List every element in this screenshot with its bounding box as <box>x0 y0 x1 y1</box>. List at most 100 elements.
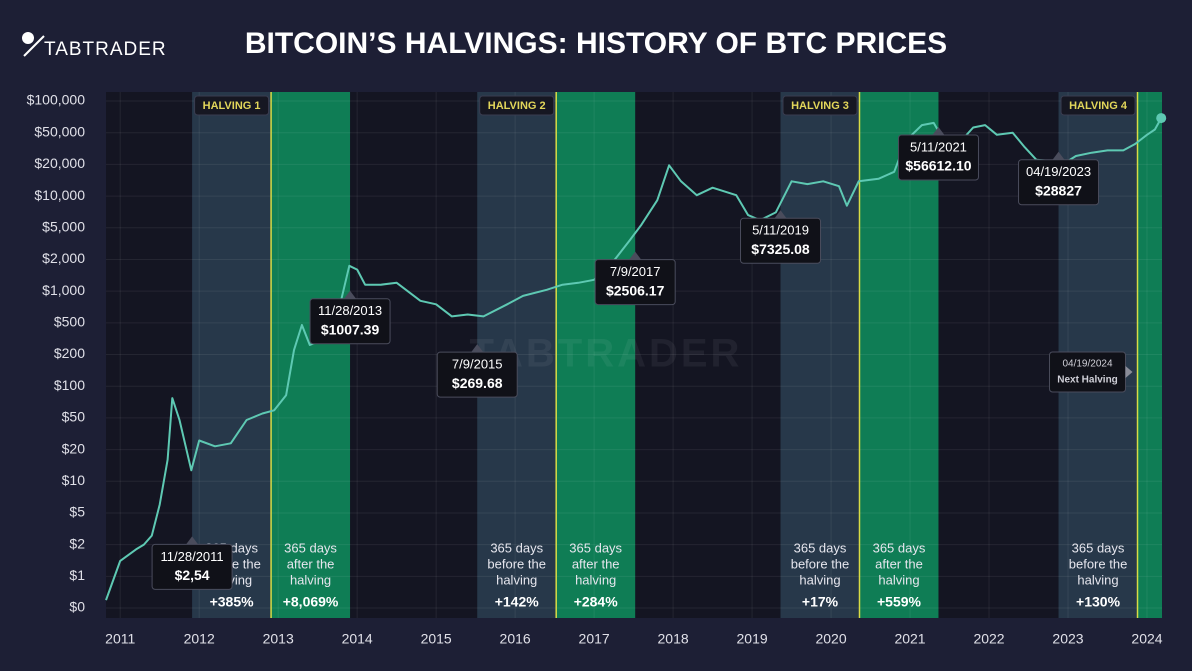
halving-label: HALVING 1 <box>203 100 261 112</box>
callout-box <box>309 298 391 345</box>
halving-label: HALVING 2 <box>488 100 546 112</box>
y-tick-label: $100,000 <box>27 92 86 108</box>
x-tick-label: 2018 <box>658 631 689 647</box>
y-tick-label: $20,000 <box>34 155 85 171</box>
y-tick-label: $10 <box>62 472 86 488</box>
band-change: +130% <box>1076 594 1121 610</box>
callout-pointer <box>629 251 642 260</box>
callout-box <box>740 217 822 264</box>
callout-price: $2506.17 <box>606 282 665 298</box>
halving-label: HALVING 4 <box>1069 100 1128 112</box>
band-note: 365 days <box>873 540 926 555</box>
band-change: +284% <box>574 594 619 610</box>
x-tick-label: 2011 <box>105 631 135 647</box>
band-change: +559% <box>877 594 922 610</box>
logo-text: TABTRADER <box>44 39 167 60</box>
band-note: halving <box>575 572 616 587</box>
band-note: after the <box>287 556 335 571</box>
x-tick-label: 2023 <box>1052 631 1083 647</box>
band-change: +17% <box>802 594 839 610</box>
band-note: 365 days <box>490 540 543 555</box>
callout-pointer <box>1052 151 1065 160</box>
callout-date: 04/19/2023 <box>1026 164 1091 179</box>
chart-title: BITCOIN’S HALVINGS: HISTORY OF BTC PRICE… <box>245 27 947 60</box>
x-tick-label: 2015 <box>421 631 452 647</box>
callout-box <box>594 259 676 306</box>
callout-pointer <box>186 536 199 545</box>
callout-pointer <box>932 127 945 136</box>
callout-date: 11/28/2011 <box>161 549 224 564</box>
band-note: 365 days <box>1072 540 1125 555</box>
x-tick-label: 2012 <box>184 631 215 647</box>
band-note: after the <box>875 556 923 571</box>
band-note: halving <box>878 572 919 587</box>
y-tick-label: $5 <box>69 504 85 520</box>
band-note: before the <box>791 556 850 571</box>
y-tick-label: $2,000 <box>42 250 85 266</box>
halving-badge <box>479 95 555 116</box>
y-tick-label: $500 <box>54 314 85 330</box>
band-note: halving <box>1077 572 1118 587</box>
y-tick-label: $5,000 <box>42 218 85 234</box>
logo: TABTRADER <box>22 32 167 60</box>
x-tick-label: 2021 <box>894 631 925 647</box>
halving-label: HALVING 3 <box>791 100 849 112</box>
callout-date: 7/9/2017 <box>610 264 661 279</box>
band-note: after the <box>572 556 620 571</box>
callout-pointer <box>471 344 484 353</box>
x-tick-label: 2016 <box>500 631 531 647</box>
band-change: +142% <box>495 594 540 610</box>
band-note: 365 days <box>794 540 847 555</box>
price-line <box>105 117 1163 601</box>
y-tick-label: $50 <box>62 409 86 425</box>
x-tick-label: 2022 <box>973 631 1004 647</box>
callout-pointer <box>344 290 357 299</box>
y-tick-label: $10,000 <box>34 187 85 203</box>
next-halving-date: 04/19/2024 <box>1062 359 1112 370</box>
x-tick-label: 2020 <box>815 631 846 647</box>
y-tick-label: $1 <box>69 567 85 583</box>
halving-badge <box>194 95 270 116</box>
y-tick-label: $100 <box>54 377 85 393</box>
x-tick-label: 2017 <box>579 631 610 647</box>
x-tick-label: 2014 <box>342 631 373 647</box>
y-tick-label: $1,000 <box>42 282 85 298</box>
band-change: +385% <box>210 594 255 610</box>
halving-badge <box>782 95 858 116</box>
band-note: 365 days <box>569 540 622 555</box>
y-tick-label: $50,000 <box>34 123 85 139</box>
callout-price: $269.68 <box>452 375 503 391</box>
band-note: halving <box>799 572 840 587</box>
callout-price: $28827 <box>1035 182 1082 198</box>
after-halving-band <box>1137 92 1162 618</box>
callout-price: $7325.08 <box>751 241 810 257</box>
band-note: before the <box>1069 556 1128 571</box>
band-note: before the <box>487 556 546 571</box>
after-halving-band <box>556 92 636 618</box>
before-halving-band <box>192 92 272 618</box>
next-halving-label: Next Halving <box>1057 375 1118 386</box>
y-tick-label: $200 <box>54 345 85 361</box>
band-note: 365 days <box>284 540 337 555</box>
y-tick-label: $2 <box>69 535 85 551</box>
callout-date: 5/11/2019 <box>752 223 809 238</box>
band-note: halving <box>496 572 537 587</box>
y-tick-label: $20 <box>62 440 86 456</box>
callout-box <box>436 351 518 398</box>
callout-price: $1007.39 <box>321 321 380 337</box>
before-halving-band <box>780 92 860 618</box>
callout-box <box>897 134 979 181</box>
callout-date: 11/28/2013 <box>318 303 382 318</box>
callout-date: 5/11/2021 <box>910 139 967 154</box>
band-note: halving <box>290 572 331 587</box>
callout-price: $56612.10 <box>905 158 971 174</box>
callout-date: 7/9/2015 <box>452 357 503 372</box>
x-tick-label: 2024 <box>1131 631 1162 647</box>
band-change: +8,069% <box>283 594 339 610</box>
callout-price: $2,54 <box>175 567 210 583</box>
last-point <box>1156 113 1167 124</box>
halving-badge <box>1060 95 1136 116</box>
after-halving-band <box>271 92 351 618</box>
callout-box <box>151 543 233 590</box>
